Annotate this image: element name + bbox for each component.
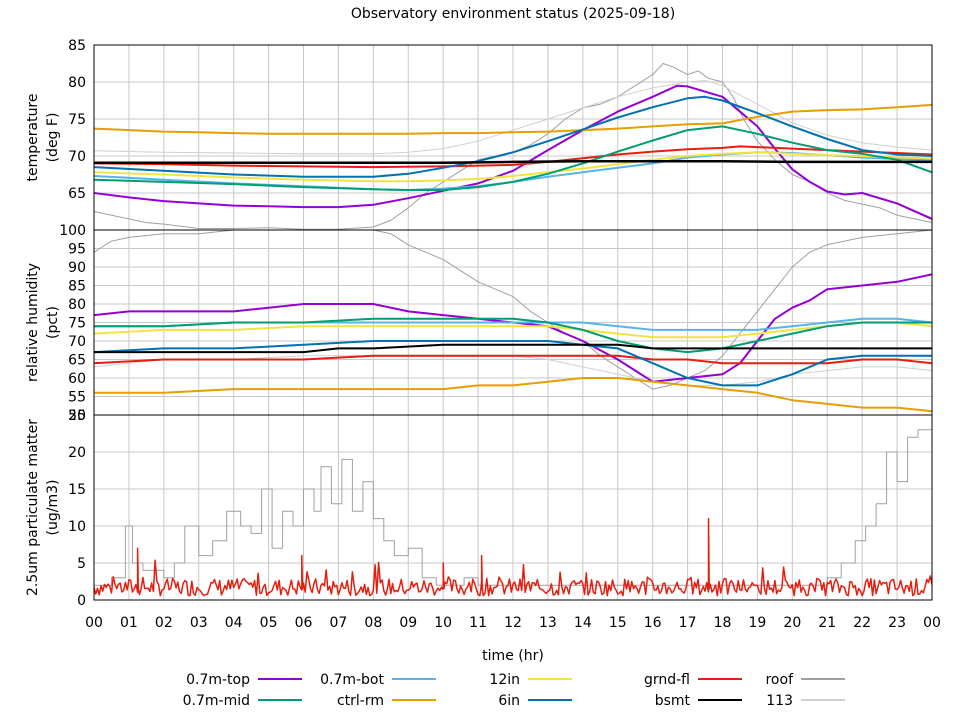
x-tick-label: 23 (888, 615, 906, 631)
legend-item-0.7m-bot: 0.7m-bot (320, 672, 436, 688)
legend-item-ctrl-rm: ctrl-rm (337, 693, 436, 709)
y-tick-label: 10 (68, 519, 86, 535)
y-axis-unit: (deg F) (45, 113, 61, 163)
x-tick-label: 09 (399, 615, 417, 631)
y-tick-label: 55 (68, 390, 86, 406)
x-axis-label: time (hr) (482, 648, 544, 664)
y-tick-label: 75 (68, 112, 86, 128)
y-axis-unit: (pct) (45, 306, 61, 339)
legend-label: ctrl-rm (337, 693, 384, 709)
y-tick-label: 80 (68, 75, 86, 91)
x-tick-label: 06 (295, 615, 313, 631)
x-tick-label: 19 (749, 615, 767, 631)
legend-label: grnd-fl (644, 672, 690, 688)
y-tick-label: 60 (68, 371, 86, 387)
y-tick-label: 5 (77, 556, 86, 572)
x-tick-label: 18 (714, 615, 732, 631)
legend-item-12in: 12in (489, 672, 572, 688)
series-0.7m-mid (94, 125, 932, 191)
legend-item-bsmt: bsmt (655, 693, 742, 709)
series-12in (94, 151, 932, 183)
chart-title: Observatory environment status (2025-09-… (351, 6, 675, 22)
legend-label: bsmt (655, 693, 691, 709)
x-tick-label: 05 (260, 615, 278, 631)
x-tick-label: 17 (679, 615, 697, 631)
x-tick-label: 02 (155, 615, 173, 631)
y-tick-label: 80 (68, 297, 86, 313)
legend-item-6in: 6in (498, 693, 572, 709)
legend-label: 0.7m-bot (320, 672, 384, 688)
y-tick-label: 75 (68, 316, 86, 332)
series-6in (94, 340, 932, 387)
y-axis-label: 2.5um particulate matter (25, 419, 41, 596)
panel-frame (93, 414, 933, 601)
legend-label: 0.7m-top (186, 672, 250, 688)
y-tick-label: 70 (68, 149, 86, 165)
series-roof (94, 429, 932, 586)
x-tick-label: 20 (783, 615, 801, 631)
x-tick-label: 22 (853, 615, 871, 631)
legend-item-0.7m-top: 0.7m-top (186, 672, 302, 688)
y-axis-unit: (ug/m3) (45, 480, 61, 536)
y-tick-label: 100 (59, 223, 86, 239)
panel-2: 50 55 60 65 70 75 80 85 90 95 100 relative humidity… (25, 223, 933, 424)
x-tick-label: 08 (364, 615, 382, 631)
series-bsmt (94, 343, 932, 354)
legend-label: 113 (766, 693, 793, 709)
legend-label: 12in (489, 672, 520, 688)
y-tick-label: 85 (68, 38, 86, 54)
series-0.7m-top (94, 273, 932, 383)
legend-label: 0.7m-mid (183, 693, 250, 709)
series-grnd-fl (94, 354, 932, 365)
legend-item-grnd-fl: grnd-fl (644, 672, 742, 688)
panel-3: 0 5 10 15 20 25 2.5um particulate matter (ug/m3… (25, 408, 933, 609)
x-tick-label: 16 (644, 615, 662, 631)
series-113 (94, 80, 932, 155)
x-tick-label: 13 (539, 615, 557, 631)
series-bsmt (94, 159, 932, 164)
series-grnd-fl (94, 517, 932, 597)
y-tick-label: 90 (68, 260, 86, 276)
y-tick-label: 20 (68, 445, 86, 461)
x-tick-label: 00 (85, 615, 103, 631)
y-axis-label: temperature (25, 94, 41, 182)
x-tick-label: 00 (923, 615, 941, 631)
series-ctrl-rm (94, 103, 932, 135)
x-tick-label: 10 (434, 615, 452, 631)
x-tick-label: 07 (330, 615, 348, 631)
y-tick-label: 50 (68, 408, 86, 424)
y-tick-label: 25 (68, 408, 86, 424)
series-6in (94, 95, 932, 178)
series-ctrl-rm (94, 377, 932, 413)
x-tick-label: 01 (120, 615, 138, 631)
y-tick-label: 15 (68, 482, 86, 498)
y-axis-label: relative humidity (25, 263, 41, 382)
y-tick-label: 65 (68, 353, 86, 369)
legend-label: roof (765, 672, 794, 688)
legend-item-roof: roof (765, 672, 845, 688)
y-tick-label: 70 (68, 334, 86, 350)
y-tick-label: 85 (68, 279, 86, 295)
series-0.7m-mid (94, 317, 932, 354)
legend-item-113: 113 (766, 693, 845, 709)
y-tick-label: 95 (68, 242, 86, 258)
legend-item-0.7m-mid: 0.7m-mid (183, 693, 302, 709)
x-tick-label: 12 (504, 615, 522, 631)
x-tick-label: 03 (190, 615, 208, 631)
x-tick-label: 21 (818, 615, 836, 631)
panel-1: 65 70 75 80 85 temperature (deg F) (25, 38, 933, 231)
y-tick-label: 65 (68, 186, 86, 202)
legend-label: 6in (498, 693, 520, 709)
x-tick-label: 11 (469, 615, 487, 631)
x-tick-label: 15 (609, 615, 627, 631)
x-tick-label: 04 (225, 615, 243, 631)
x-tick-label: 14 (574, 615, 592, 631)
y-tick-label: 0 (77, 593, 86, 609)
